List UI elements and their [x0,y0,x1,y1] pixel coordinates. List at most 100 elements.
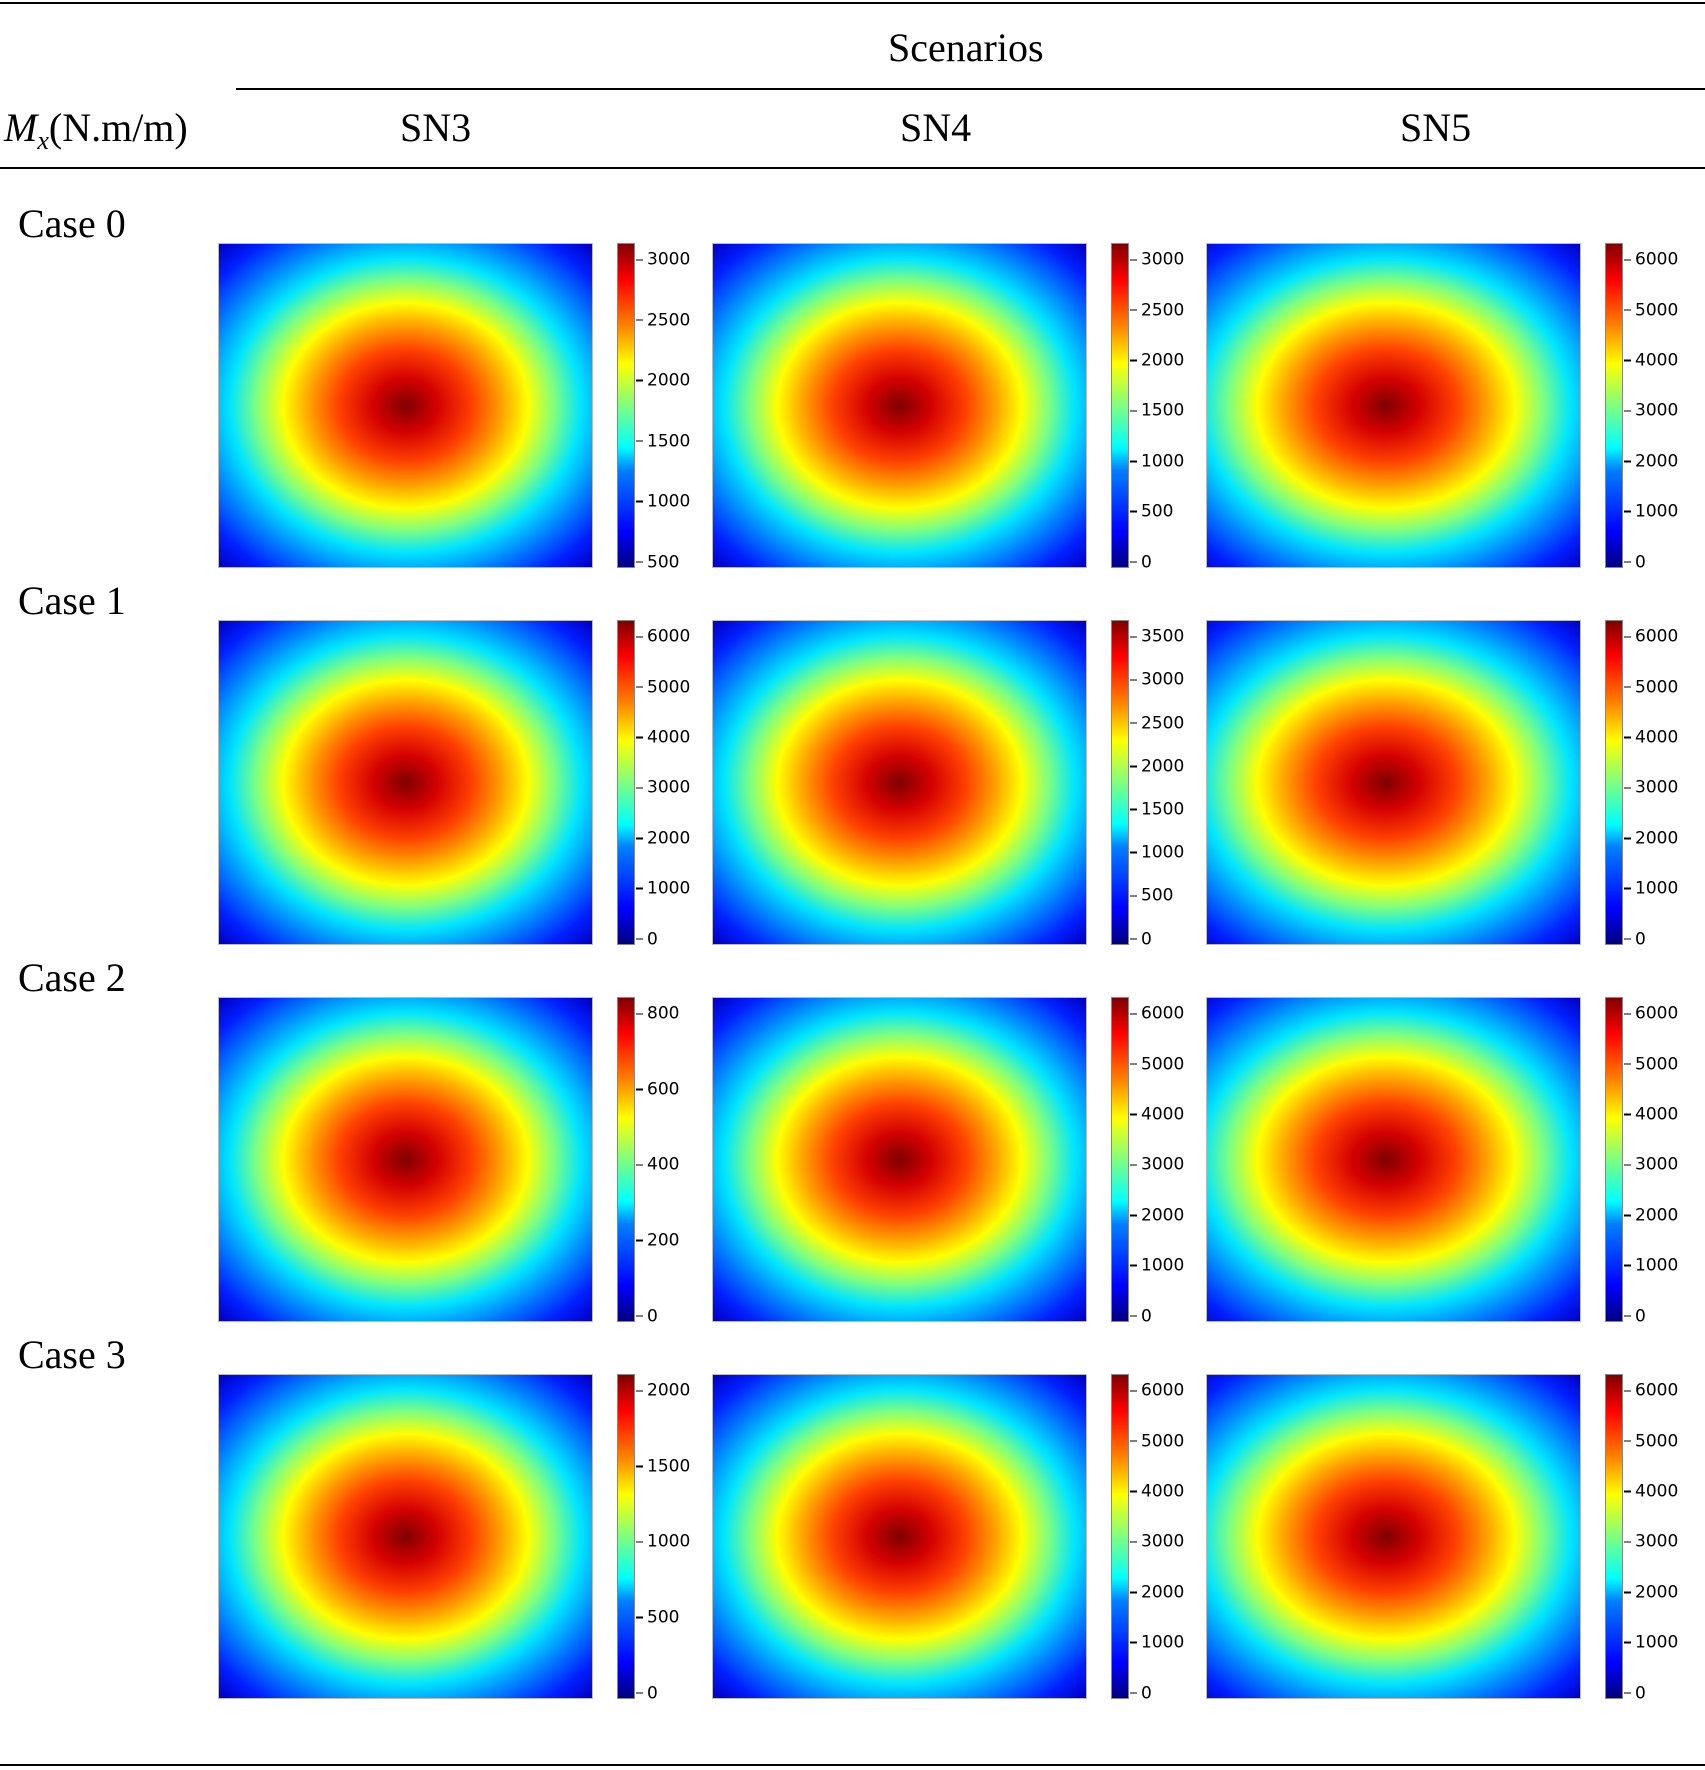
colorbar-tick-label: 0 [1130,1685,1152,1702]
header-bottom-rule [0,167,1705,169]
colorbar: 0 1000 2000 3000 4000 5000 6000 [1605,997,1678,1325]
colorbar-tick-label: 5000 [1130,1433,1184,1450]
colorbar-tick-label: 5000 [1624,1056,1678,1073]
colorbar-tick-label: 1000 [636,880,690,898]
colorbar-tick-label: 500 [1130,503,1173,521]
colorbar-tick-label: 6000 [636,628,690,646]
colorbar-tick-label: 0 [1624,931,1646,948]
colorbar-tick-label: 4000 [1624,352,1678,370]
case-label-0: Case 0 [18,201,126,246]
colorbar-tick-label: 3000 [1130,671,1184,689]
scenarios-header: Scenarios [888,25,1044,70]
heatmap-case1-sn5 [1206,620,1581,945]
colorbar-tick-label: 5000 [1130,1056,1184,1073]
colorbar: 500 1000 1500 2000 2500 3000 [617,243,690,571]
colorbar-tick-label: 500 [1130,887,1173,905]
colorbar-tick-label: 3000 [1130,251,1184,269]
heatmap-case0-sn4 [712,243,1087,568]
colorbar: 0 500 1000 1500 2000 2500 3000 3500 [1111,620,1184,948]
colorbar-tick-label: 3000 [1624,402,1678,420]
colorbar-tick-label: 2000 [636,1382,690,1400]
colorbar-tick-label: 3000 [1624,779,1678,797]
heatmap-case3-sn5 [1206,1374,1581,1699]
colorbar: 0 1000 2000 3000 4000 5000 6000 [1605,620,1678,948]
colorbar-tick-label: 2000 [1130,1207,1184,1224]
colorbar-tick-label: 6000 [1624,1005,1678,1023]
colorbar-tick-label: 2000 [1624,1584,1678,1601]
colorbar-tick-label: 2500 [1130,302,1184,319]
colorbar-tick-label: 6000 [1624,628,1678,646]
colorbar-tick-label: 5000 [1624,302,1678,319]
heatmap-case1-sn4 [712,620,1087,945]
colorbar-tick-label: 1500 [1130,801,1184,818]
colorbar-tick-label: 4000 [1624,1106,1678,1124]
colorbar: 0 500 1000 1500 2000 2500 3000 [1111,243,1184,571]
colorbar-tick-label: 3000 [1624,1156,1678,1174]
bottom-rule [0,1764,1705,1766]
colorbar-tick-label: 2000 [636,372,690,390]
colorbar-tick-label: 400 [636,1156,679,1174]
colorbar-tick-label: 3000 [636,251,690,269]
colorbar-tick-label: 3000 [1130,1533,1184,1551]
variable-label: Mx(N.m/m) [4,104,188,156]
colorbar: 0 500 1000 1500 2000 [617,1374,690,1702]
heatmap-case0-sn3 [218,243,593,568]
heatmap-case2-sn3 [218,997,593,1322]
colorbar-tick-label: 0 [1130,554,1152,571]
colorbar: 0 1000 2000 3000 4000 5000 6000 [617,620,690,948]
colorbar-tick-label: 200 [636,1232,679,1249]
column-header-sn3: SN3 [400,105,472,150]
case-label-3: Case 3 [18,1332,126,1377]
colorbar-tick-label: 6000 [1130,1005,1184,1023]
colorbar-tick-label: 4000 [1130,1483,1184,1501]
colorbar-tick-label: 2500 [1130,715,1184,732]
colorbar-tick-label: 1500 [1130,402,1184,420]
colorbar-tick-label: 3000 [1130,1156,1184,1174]
colorbar-tick-label: 5000 [636,679,690,696]
colorbar-tick-label: 2000 [1130,758,1184,775]
colorbar-tick-label: 1000 [1130,844,1184,862]
colorbar-tick-label: 1500 [636,1458,690,1475]
heatmap-case3-sn4 [712,1374,1087,1699]
colorbar-tick-label: 3000 [636,779,690,797]
colorbar: 0 1000 2000 3000 4000 5000 6000 [1605,243,1678,571]
colorbar-tick-label: 0 [1624,1308,1646,1325]
colorbar-tick-label: 800 [636,1005,679,1023]
colorbar-tick-label: 1000 [1130,1257,1184,1275]
colorbar-tick-label: 1000 [1624,1257,1678,1275]
colorbar-tick-label: 3000 [1624,1533,1678,1551]
heatmap-case2-sn4 [712,997,1087,1322]
colorbar-tick-label: 3500 [1130,628,1184,646]
colorbar-tick-label: 6000 [1624,1382,1678,1400]
column-header-sn4: SN4 [900,105,972,150]
colorbar-tick-label: 1000 [636,493,690,511]
colorbar-tick-label: 0 [1130,1308,1152,1325]
colorbar-tick-label: 0 [1624,1685,1646,1702]
colorbar-tick-label: 4000 [1130,1106,1184,1124]
column-header-sn5: SN5 [1400,105,1472,150]
colorbar-tick-label: 1000 [1624,1634,1678,1652]
colorbar-tick-label: 4000 [636,729,690,747]
colorbar-tick-label: 2000 [1624,830,1678,847]
colorbar-tick-label: 0 [636,1685,658,1702]
colorbar-tick-label: 0 [1130,931,1152,948]
colorbar-tick-label: 2000 [1624,1207,1678,1224]
colorbar-tick-label: 0 [636,931,658,948]
colorbar-tick-label: 1000 [1624,880,1678,898]
colorbar-tick-label: 2000 [1624,453,1678,470]
colorbar-tick-label: 0 [1624,554,1646,571]
colorbar: 0 200 400 600 800 [617,997,679,1325]
colorbar-tick-label: 500 [636,1609,679,1626]
colorbar-tick-label: 1000 [636,1533,690,1551]
colorbar: 0 1000 2000 3000 4000 5000 6000 [1111,997,1184,1325]
heatmap-case3-sn3 [218,1374,593,1699]
colorbar-tick-label: 500 [636,554,679,571]
colorbar-tick-label: 6000 [1624,251,1678,269]
case-label-2: Case 2 [18,955,126,1000]
scenarios-underline [236,88,1705,90]
colorbar-tick-label: 5000 [1624,1433,1678,1450]
heatmap-case2-sn5 [1206,997,1581,1322]
colorbar-tick-label: 1000 [1130,1634,1184,1652]
colorbar: 0 1000 2000 3000 4000 5000 6000 [1605,1374,1678,1702]
colorbar-tick-label: 1000 [1624,503,1678,521]
